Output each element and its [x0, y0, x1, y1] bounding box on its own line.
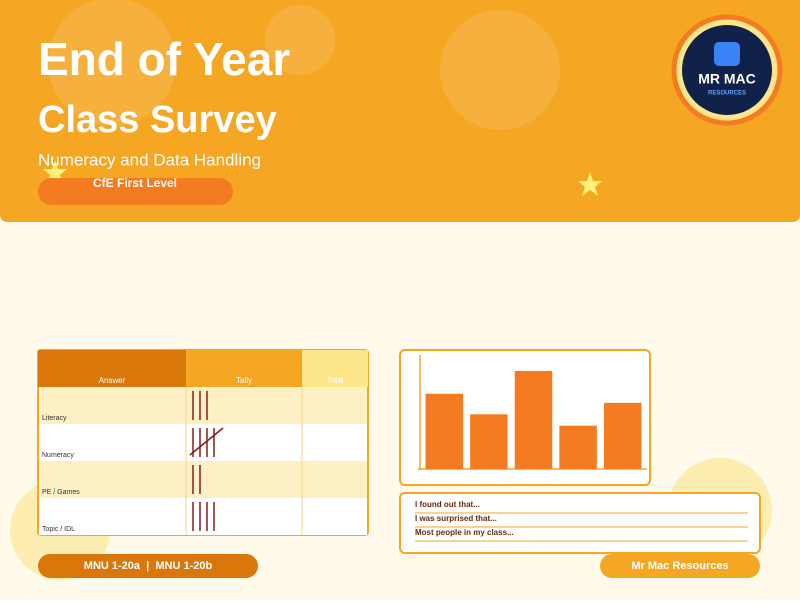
row [39, 387, 367, 424]
column-header: Answer [99, 376, 126, 385]
subtitle: Numeracy and Data Handling [38, 150, 261, 169]
deco-circle [440, 10, 560, 130]
tally-stroke [189, 427, 224, 456]
answer: Numeracy [42, 452, 74, 459]
row [39, 498, 367, 535]
logo-name: MR MAC [698, 71, 756, 87]
prompt: I found out that... [415, 500, 480, 509]
answer: PE / Games [42, 489, 80, 496]
deco-circle [265, 5, 335, 75]
tally [192, 502, 215, 531]
outcomes-pill [38, 554, 258, 578]
prompt: Most people in my class... [415, 528, 514, 537]
logo [682, 25, 772, 115]
header-cell [186, 350, 302, 387]
logo-icon [714, 42, 740, 66]
bar [514, 370, 553, 469]
tally [192, 391, 208, 420]
header-cell [302, 350, 368, 387]
column-header: Tally [236, 376, 252, 385]
outcomes: MNU 1-20a | MNU 1-20b [84, 560, 213, 572]
tally [189, 427, 224, 457]
bar [470, 414, 508, 469]
column-header: Total [327, 376, 344, 385]
title: Class Survey [38, 99, 277, 141]
prompt: I was surprised that... [415, 514, 497, 523]
bar [603, 402, 642, 469]
title: End of Year [38, 33, 290, 85]
answer: Topic / IDL [42, 526, 75, 533]
prompt-box [399, 492, 761, 554]
level: CfE First Level [93, 176, 177, 190]
bar [559, 425, 597, 469]
deco-circle [48, 0, 176, 126]
logo-tagline: RESOURCES [708, 91, 746, 97]
bar [425, 393, 464, 469]
level-pill [38, 178, 233, 205]
header-band [0, 0, 800, 222]
row [39, 461, 367, 498]
row [39, 424, 367, 461]
brand-pill [600, 554, 760, 578]
brand: Mr Mac Resources [631, 560, 728, 572]
header-cell [38, 350, 186, 387]
answer: Literacy [42, 415, 67, 422]
star [578, 172, 602, 196]
tally [192, 465, 201, 494]
